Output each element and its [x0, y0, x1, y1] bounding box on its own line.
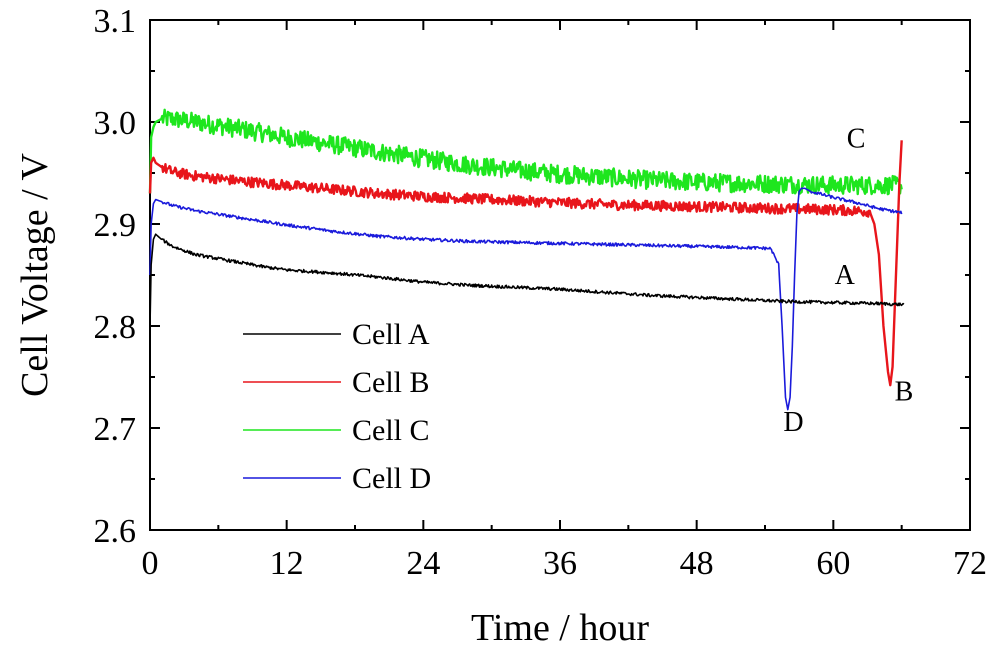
series-layer — [148, 108, 905, 411]
y-tick-label: 2.9 — [94, 207, 137, 244]
annotation-label: C — [847, 124, 866, 155]
x-tick-label: 24 — [406, 545, 440, 582]
annotation-label: D — [783, 407, 803, 438]
annotation-label: B — [895, 376, 914, 407]
y-axis-title: Cell Voltage / V — [14, 153, 56, 397]
y-tick-label: 2.6 — [94, 513, 137, 550]
axis-ticks: 0 12 24 36 48 60 72 2.6 2.7 2.8 2.9 3.0 3.1 — [94, 3, 988, 582]
legend-label: Cell B — [352, 366, 430, 399]
x-tick-label: 60 — [816, 545, 850, 582]
legend-label: Cell D — [352, 462, 431, 495]
y-tick-label: 2.8 — [94, 309, 137, 346]
legend-label: Cell A — [352, 318, 430, 351]
x-tick-label: 12 — [270, 545, 304, 582]
annotation-label: A — [835, 260, 856, 291]
x-tick-label: 48 — [680, 545, 714, 582]
y-tick-label: 3.1 — [94, 3, 137, 40]
series-line-cell-b — [148, 140, 903, 387]
x-tick-label: 0 — [142, 545, 159, 582]
legend: Cell A Cell B Cell C Cell D — [243, 318, 431, 495]
y-tick-label: 2.7 — [94, 411, 137, 448]
x-tick-label: 72 — [953, 545, 987, 582]
x-axis-title: Time / hour — [471, 607, 649, 649]
y-tick-label: 3.0 — [94, 105, 137, 142]
series-line-cell-d — [149, 187, 903, 411]
x-tick-label: 36 — [543, 545, 577, 582]
series-line-cell-c — [148, 108, 903, 196]
annotation-layer: A B C D — [783, 124, 913, 439]
series-line-cell-a — [149, 233, 905, 327]
legend-label: Cell C — [352, 414, 430, 447]
